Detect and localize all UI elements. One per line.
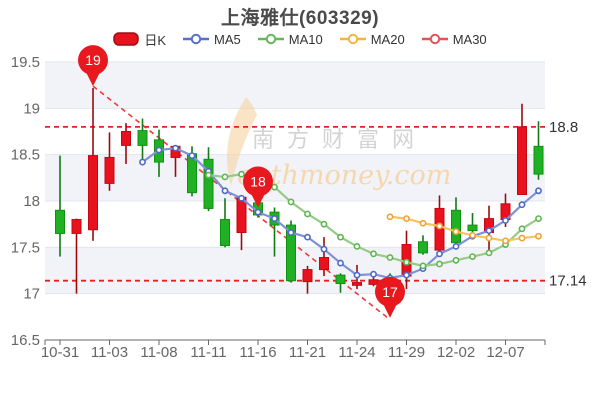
x-tick-label-11-24: 11-24	[338, 344, 375, 361]
ma-line-icon	[339, 33, 366, 45]
ma-line-icon	[183, 33, 210, 45]
legend-label: MA30	[452, 31, 487, 47]
plot-bands-layer	[45, 62, 545, 294]
y-tick-label-18.5: 18.5	[11, 147, 40, 164]
legend-label: MA20	[370, 31, 405, 47]
svg-text:19: 19	[85, 52, 101, 68]
x-tick-label-10-31: 10-31	[41, 344, 79, 361]
ma-line-icon	[421, 33, 448, 45]
x-tick-label-11-11: 11-11	[190, 344, 226, 361]
y-tick-label-17: 17	[23, 286, 40, 303]
x-tick-label-11-08: 11-08	[140, 344, 177, 361]
x-axis: 10-31 11-03 11-08 11-11 11-16 11-21 11-24 11-29…	[41, 339, 546, 361]
legend-item-MA5[interactable]: MA5	[183, 32, 241, 47]
legend-item-MA10[interactable]: MA10	[257, 31, 323, 47]
svg-text:17: 17	[382, 284, 398, 300]
y-tick-label-19: 19	[23, 100, 40, 117]
x-tick-label-12-02: 12-02	[437, 344, 475, 361]
candle-swatch-icon	[113, 32, 140, 46]
x-tick-label-11-21: 11-21	[289, 344, 326, 361]
svg-text:18: 18	[250, 173, 266, 189]
ma20-line	[386, 213, 542, 245]
chart-title: 上海雅仕(603329)	[220, 8, 380, 29]
y-tick-label-18: 18	[23, 193, 40, 210]
legend-label: MA5	[214, 31, 241, 47]
legend-item-MA20[interactable]: MA20	[339, 31, 405, 47]
ma-line-icon	[257, 33, 284, 45]
x-tick-label-11-29: 11-29	[388, 344, 425, 361]
legend-item-日K[interactable]: 日K	[113, 30, 166, 49]
watermark-cn-text: 南方财富网	[252, 127, 427, 152]
legend-item-MA30[interactable]: MA30	[421, 31, 487, 47]
x-tick-label-12-07: 12-07	[486, 344, 524, 361]
price-label-18.8: 18.8	[549, 119, 578, 136]
x-tick-label-11-03: 11-03	[91, 344, 128, 361]
y-tick-label-16.5: 16.5	[11, 332, 40, 349]
y-tick-label-19.5: 19.5	[11, 54, 40, 71]
balloon-marker-17: 17	[375, 276, 405, 318]
balloon-marker-19: 19	[78, 45, 108, 87]
legend-label: MA10	[288, 31, 323, 47]
x-tick-label-11-16: 11-16	[239, 344, 276, 361]
legend-label: 日K	[144, 32, 167, 48]
price-label-17.14: 17.14	[549, 273, 587, 290]
reference-lines-layer: 18.8 17.14	[45, 119, 587, 290]
y-tick-label-17.5: 17.5	[11, 239, 40, 256]
balloon-marker-18: 18	[243, 166, 273, 208]
watermark-flame-icon	[226, 97, 257, 186]
y-axis-labels: 19.5 19 18.5 18 17.5 17 16.5	[11, 54, 40, 349]
chart-legend: 日K MA5 MA10 MA20 MA30	[0, 29, 600, 49]
